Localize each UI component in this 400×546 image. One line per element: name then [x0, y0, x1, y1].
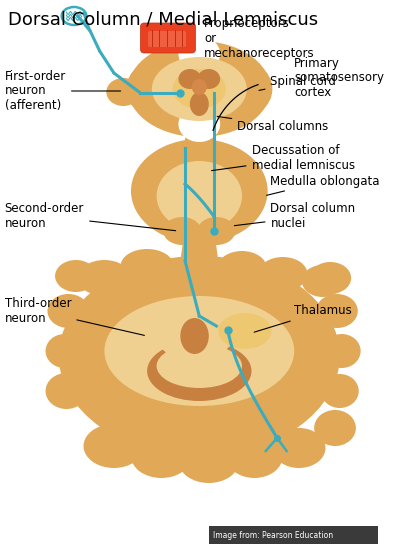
Ellipse shape [258, 257, 308, 291]
Ellipse shape [321, 374, 359, 408]
Ellipse shape [46, 373, 87, 409]
Text: Image from: Pearson Education: Image from: Pearson Education [212, 531, 333, 539]
Polygon shape [126, 81, 166, 101]
Polygon shape [183, 126, 216, 148]
Ellipse shape [46, 334, 84, 368]
Ellipse shape [178, 69, 201, 89]
Ellipse shape [163, 217, 201, 245]
Text: Thalamus: Thalamus [254, 305, 352, 332]
Text: Third-order
neuron: Third-order neuron [5, 297, 144, 335]
Ellipse shape [272, 428, 326, 468]
FancyBboxPatch shape [140, 23, 196, 53]
Ellipse shape [126, 57, 206, 121]
Ellipse shape [190, 92, 209, 116]
Ellipse shape [104, 296, 294, 406]
Ellipse shape [192, 79, 207, 95]
Ellipse shape [156, 311, 232, 361]
Ellipse shape [193, 57, 272, 121]
Ellipse shape [226, 434, 283, 478]
Text: Primary
somatosensory
cortex: Primary somatosensory cortex [294, 56, 384, 99]
Ellipse shape [156, 161, 242, 231]
Ellipse shape [314, 410, 356, 446]
Polygon shape [180, 226, 218, 261]
Ellipse shape [316, 294, 358, 328]
Text: Medulla oblongata: Medulla oblongata [266, 175, 380, 195]
Text: Dorsal column
nuclei: Dorsal column nuclei [234, 202, 356, 230]
Ellipse shape [198, 69, 220, 89]
Text: Dorsal columns: Dorsal columns [217, 116, 328, 133]
Ellipse shape [78, 260, 131, 296]
Text: Proprioceptors
or
mechanoreceptors: Proprioceptors or mechanoreceptors [204, 16, 315, 60]
Ellipse shape [178, 106, 220, 142]
Ellipse shape [178, 439, 239, 483]
Ellipse shape [198, 217, 235, 245]
Ellipse shape [309, 262, 351, 294]
Ellipse shape [302, 265, 344, 297]
Ellipse shape [218, 313, 272, 349]
Ellipse shape [147, 341, 252, 401]
Ellipse shape [131, 434, 192, 478]
Text: Dorsal Column / Medial Lemniscus: Dorsal Column / Medial Lemniscus [8, 10, 318, 28]
Ellipse shape [84, 424, 144, 468]
FancyBboxPatch shape [209, 526, 378, 544]
Ellipse shape [120, 249, 174, 283]
Text: Second-order
neuron: Second-order neuron [5, 202, 176, 231]
Ellipse shape [59, 256, 340, 456]
Ellipse shape [217, 251, 267, 285]
Text: Decussation of
medial lemniscus: Decussation of medial lemniscus [212, 144, 355, 172]
Ellipse shape [48, 294, 89, 328]
FancyBboxPatch shape [148, 31, 186, 47]
Ellipse shape [55, 260, 97, 292]
Ellipse shape [128, 41, 270, 137]
Ellipse shape [178, 36, 220, 72]
Text: Spinal cord: Spinal cord [259, 74, 336, 91]
Ellipse shape [180, 318, 209, 354]
Ellipse shape [152, 57, 247, 121]
Ellipse shape [131, 139, 268, 243]
Ellipse shape [106, 78, 140, 106]
Ellipse shape [156, 344, 242, 388]
Text: First-order
neuron
(afferent): First-order neuron (afferent) [5, 69, 120, 112]
Ellipse shape [323, 334, 361, 368]
Ellipse shape [173, 69, 226, 109]
